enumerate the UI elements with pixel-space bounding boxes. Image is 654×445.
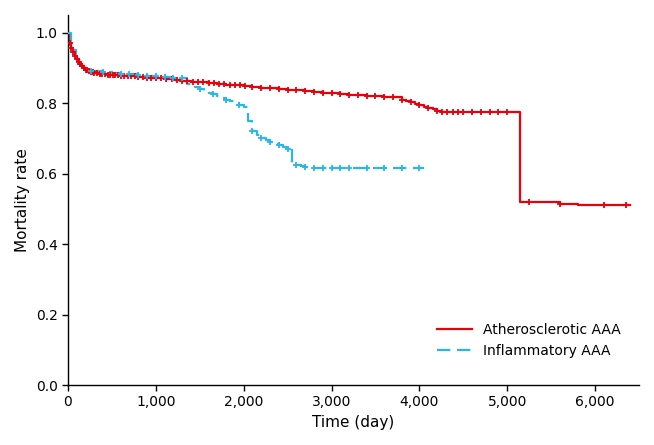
X-axis label: Time (day): Time (day) <box>313 415 394 430</box>
Legend: Atherosclerotic AAA, Inflammatory AAA: Atherosclerotic AAA, Inflammatory AAA <box>432 317 627 363</box>
Y-axis label: Mortality rate: Mortality rate <box>15 148 30 252</box>
